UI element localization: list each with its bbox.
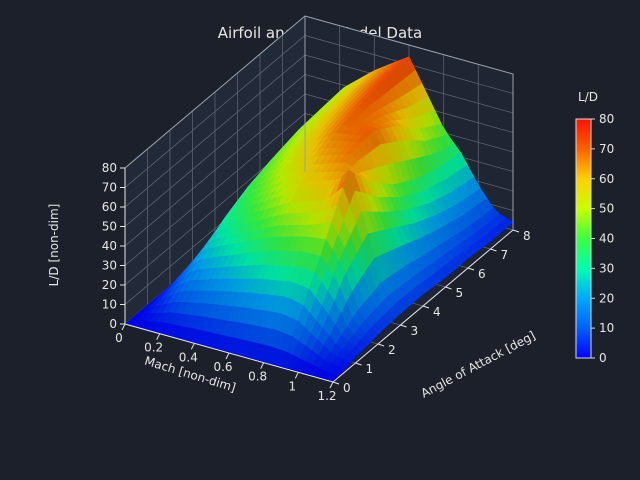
y-tick-mark xyxy=(422,305,430,309)
colorbar-tick-label: 50 xyxy=(599,202,614,216)
y-tick-mark xyxy=(332,381,340,385)
colorbar-tick-label: 30 xyxy=(599,261,614,275)
y-tick-label: 5 xyxy=(456,286,464,300)
y-tick-label: 6 xyxy=(478,267,486,281)
z-tick-label: 40 xyxy=(102,239,117,253)
z-tick-label: 20 xyxy=(102,278,117,292)
x-tick-label: 1.2 xyxy=(317,389,336,403)
box-top-edge xyxy=(124,15,514,230)
x-tick-mark xyxy=(329,381,334,389)
z-tick-label: 50 xyxy=(102,220,117,234)
colorbar-ticks: 0 10 20 30 40 50 60 70 80 xyxy=(591,112,614,365)
y-tick-label: 7 xyxy=(501,248,509,262)
y-tick-mark xyxy=(355,362,362,366)
x-tick-mark xyxy=(156,333,161,340)
y-tick-label: 1 xyxy=(366,362,374,376)
y-tick-mark xyxy=(490,248,497,252)
x-tick-label: 0 xyxy=(115,331,123,345)
z-tick-label: 60 xyxy=(102,200,117,214)
x-tick-mark xyxy=(260,362,265,369)
colorbar-tick-label: 0 xyxy=(599,351,607,365)
colorbar xyxy=(575,118,592,359)
colorbar-tick-label: 20 xyxy=(599,291,614,305)
x-tick-label: 0.8 xyxy=(248,370,267,384)
z-tick-label: 0 xyxy=(109,317,117,331)
z-tick-label: 30 xyxy=(102,259,117,273)
z-tick-label: 80 xyxy=(102,161,117,175)
y-tick-label: 0 xyxy=(343,381,351,395)
z-axis-label: L/D [non-dim] xyxy=(47,204,61,287)
z-tick-label: 70 xyxy=(102,181,117,195)
colorbar-tick-label: 40 xyxy=(599,232,614,246)
y-tick-mark xyxy=(400,324,407,328)
y-tick-mark xyxy=(467,267,475,271)
colorbar-tick-label: 10 xyxy=(599,321,614,335)
x-tick-label: 0.4 xyxy=(179,350,198,364)
y-tick-label: 8 xyxy=(523,229,531,243)
y-tick-label: 4 xyxy=(433,305,441,319)
y-tick-mark xyxy=(512,229,520,233)
x-tick-mark xyxy=(225,352,230,360)
x-tick-label: 0.2 xyxy=(144,341,163,355)
surface xyxy=(124,56,514,383)
y-tick-mark xyxy=(377,343,385,347)
z-tick-label: 10 xyxy=(102,298,117,312)
y-tick-label: 3 xyxy=(411,324,419,338)
x-tick-label: 0.6 xyxy=(213,360,232,374)
x-tick-mark xyxy=(121,323,126,331)
colorbar-tick-label: 70 xyxy=(599,142,614,156)
y-axis-label: Angle of Attack [deg] xyxy=(419,328,538,400)
x-tick-mark xyxy=(294,372,299,379)
x-tick-mark xyxy=(190,343,195,350)
colorbar-label: L/D xyxy=(578,90,598,104)
x-tick-label: 1 xyxy=(289,379,297,393)
colorbar-tick-label: 60 xyxy=(599,172,614,186)
tick-labels: 0102030405060708000.20.40.60.811.2012345… xyxy=(102,161,531,403)
y-tick-mark xyxy=(445,286,452,290)
y-tick-label: 2 xyxy=(388,343,396,357)
colorbar-tick-label: 80 xyxy=(599,112,614,126)
